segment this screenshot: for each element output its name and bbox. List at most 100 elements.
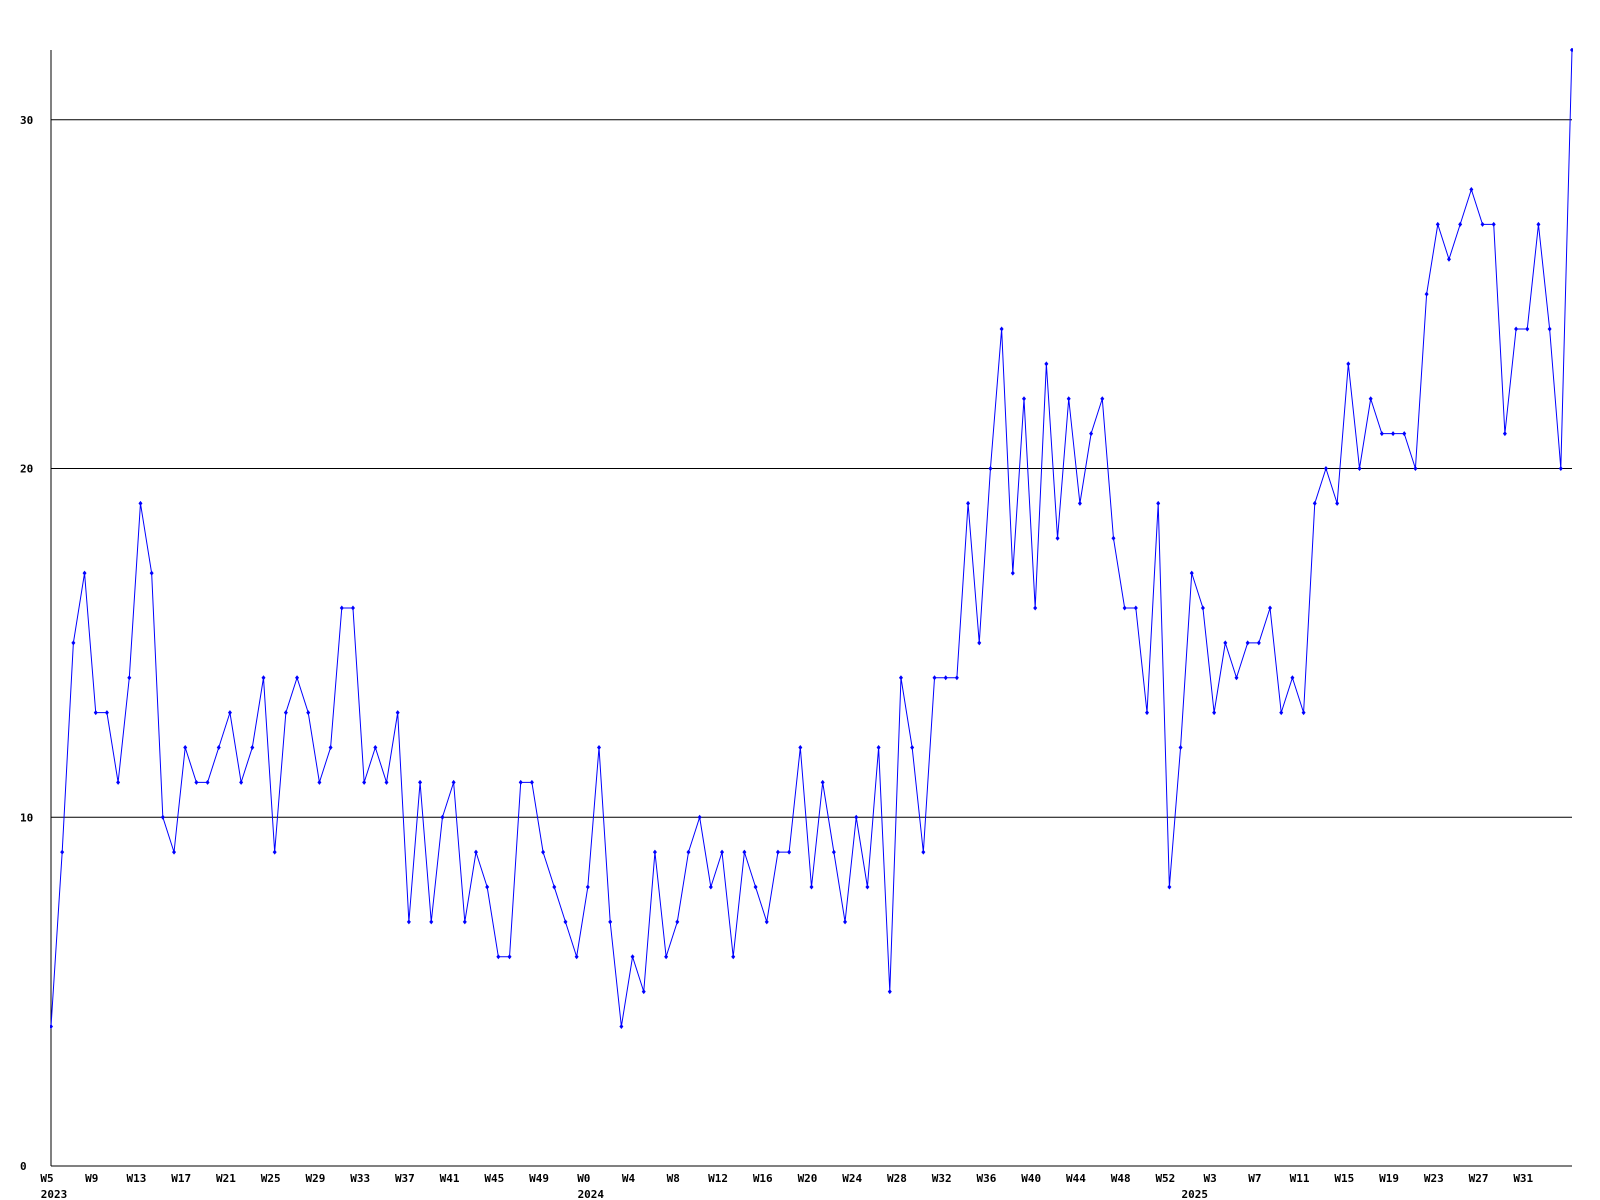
x-tick-label: W4 xyxy=(622,1172,636,1185)
data-point xyxy=(317,779,322,785)
data-point xyxy=(831,849,836,855)
data-point xyxy=(339,605,344,611)
data-point xyxy=(664,954,669,960)
data-point xyxy=(563,919,568,925)
x-tick-label: W40 xyxy=(1021,1172,1041,1185)
data-point xyxy=(1480,221,1485,227)
data-point xyxy=(194,779,199,785)
data-point xyxy=(1402,431,1407,437)
data-point xyxy=(451,779,456,785)
data-point xyxy=(1323,466,1328,471)
data-point xyxy=(1111,535,1116,541)
data-point xyxy=(1245,640,1250,646)
data-point xyxy=(1189,570,1194,576)
data-point xyxy=(1212,710,1217,716)
data-point xyxy=(429,919,434,925)
data-point xyxy=(1279,710,1284,716)
x-tick-label: W12 xyxy=(708,1172,728,1185)
data-point xyxy=(943,675,948,681)
data-point xyxy=(619,1024,624,1029)
data-point xyxy=(652,849,657,855)
data-point xyxy=(1357,466,1362,471)
x-tick-label: W17 xyxy=(171,1172,191,1185)
data-point xyxy=(295,675,300,681)
x-tick-label: W28 xyxy=(887,1172,907,1185)
data-point xyxy=(440,814,445,820)
data-point xyxy=(1301,710,1306,716)
data-point xyxy=(239,779,244,785)
data-point xyxy=(921,849,926,855)
data-point xyxy=(1536,221,1541,227)
data-point xyxy=(116,779,121,785)
data-point xyxy=(1312,500,1317,506)
data-point xyxy=(876,745,881,750)
x-tick-label: W49 xyxy=(529,1172,549,1185)
x-tick-label: W25 xyxy=(261,1172,281,1185)
data-point xyxy=(306,710,311,716)
x-tick-label: W24 xyxy=(842,1172,862,1185)
x-tick-label: W45 xyxy=(484,1172,504,1185)
x-tick-label: W13 xyxy=(127,1172,147,1185)
data-point xyxy=(60,849,65,855)
data-point xyxy=(1502,431,1507,437)
data-point xyxy=(887,989,892,995)
data-point xyxy=(261,675,266,681)
data-point xyxy=(50,1024,53,1029)
data-point xyxy=(686,849,691,855)
data-point xyxy=(820,779,825,785)
data-point xyxy=(675,919,680,925)
x-year-label: 2023 xyxy=(41,1188,68,1200)
x-tick-label: W16 xyxy=(753,1172,773,1185)
data-point xyxy=(1256,640,1261,646)
data-point xyxy=(1424,291,1429,297)
data-point xyxy=(809,884,814,890)
x-tick-label: W31 xyxy=(1513,1172,1533,1185)
data-point xyxy=(898,675,903,681)
x-tick-label: W48 xyxy=(1111,1172,1131,1185)
data-point xyxy=(362,779,367,785)
x-tick-label: W33 xyxy=(350,1172,370,1185)
data-point xyxy=(541,849,546,855)
data-point xyxy=(597,745,602,750)
data-point xyxy=(272,849,277,855)
data-point xyxy=(1133,605,1138,611)
data-point xyxy=(843,919,848,925)
y-tick-label: 10 xyxy=(20,811,33,824)
data-point xyxy=(518,779,523,785)
data-point xyxy=(1178,745,1183,750)
data-point xyxy=(697,814,702,820)
data-point xyxy=(1234,675,1239,681)
data-point xyxy=(507,954,512,960)
data-point xyxy=(473,849,478,855)
data-point xyxy=(250,745,255,750)
data-point xyxy=(1044,361,1049,367)
data-point xyxy=(1268,605,1273,611)
data-point xyxy=(172,849,177,855)
x-tick-label: W11 xyxy=(1290,1172,1310,1185)
data-point xyxy=(205,779,210,785)
x-tick-label: W19 xyxy=(1379,1172,1399,1185)
data-point xyxy=(574,954,579,960)
data-point xyxy=(1167,884,1172,890)
data-line xyxy=(50,49,1573,1027)
x-tick-label: W15 xyxy=(1334,1172,1354,1185)
data-point xyxy=(910,745,915,750)
data-point xyxy=(104,710,109,716)
x-tick-label: W23 xyxy=(1424,1172,1444,1185)
x-tick-label: W3 xyxy=(1203,1172,1216,1185)
data-point xyxy=(865,884,870,890)
data-point xyxy=(1010,570,1015,576)
data-point xyxy=(1391,431,1396,437)
data-point xyxy=(977,640,982,646)
data-point xyxy=(127,675,132,681)
data-point xyxy=(406,919,411,925)
data-point xyxy=(283,710,288,716)
data-point xyxy=(708,884,713,890)
data-point xyxy=(183,745,188,750)
data-point xyxy=(753,884,758,890)
data-point xyxy=(1458,221,1463,227)
y-tick-label: 30 xyxy=(20,114,33,127)
y-tick-label: 0 xyxy=(20,1160,27,1173)
